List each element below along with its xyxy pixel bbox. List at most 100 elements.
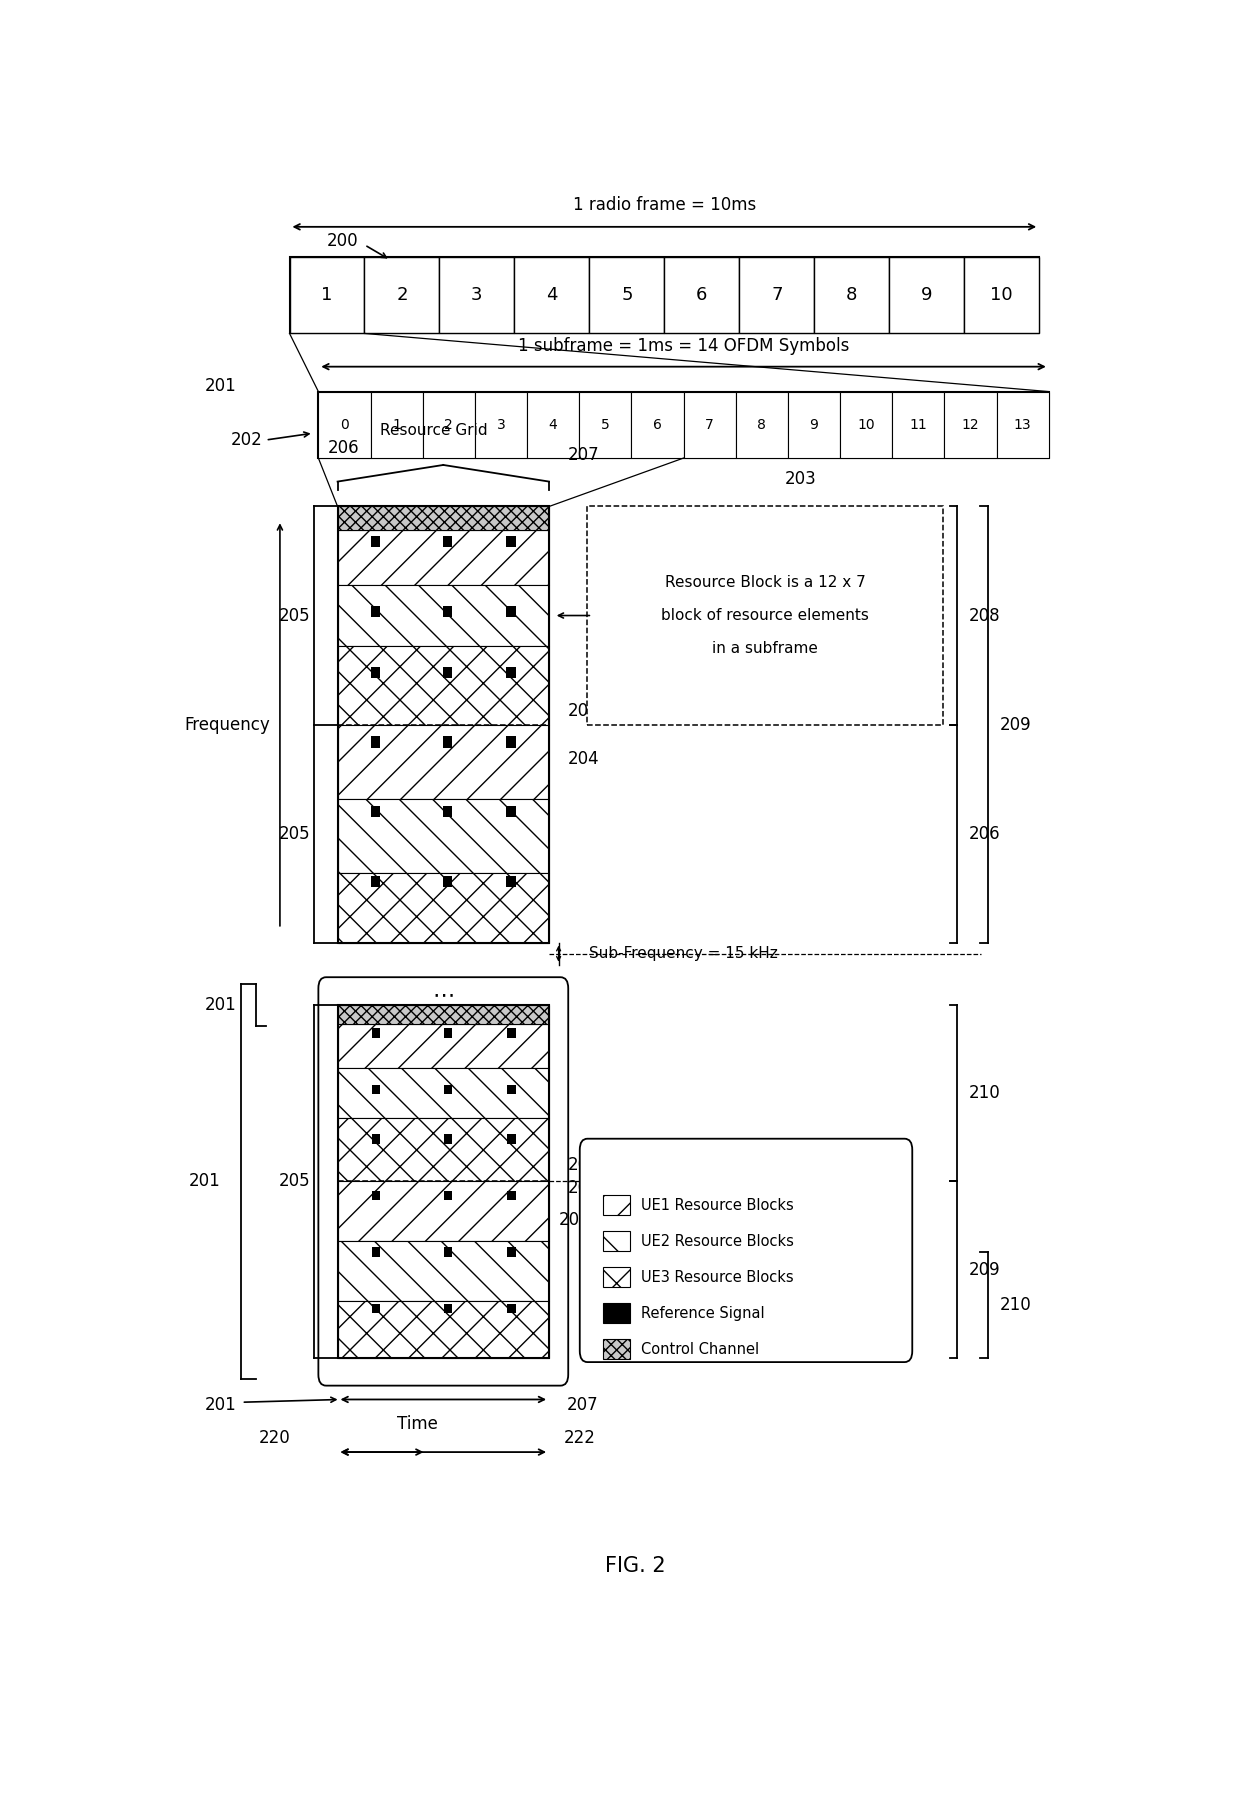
Bar — [589, 257, 665, 333]
Bar — [444, 1248, 453, 1257]
Text: Time: Time — [398, 1415, 439, 1433]
Bar — [290, 257, 365, 333]
Bar — [443, 806, 453, 818]
Text: Resource Block is a 12 x 7: Resource Block is a 12 x 7 — [665, 575, 866, 590]
Bar — [443, 606, 453, 617]
Text: 222: 222 — [563, 1429, 595, 1447]
Text: 4: 4 — [549, 417, 558, 432]
Bar — [683, 392, 735, 458]
Text: 202: 202 — [231, 432, 262, 450]
Bar — [319, 392, 371, 458]
Text: UE2 Resource Blocks: UE2 Resource Blocks — [641, 1233, 794, 1248]
Text: 200: 200 — [326, 232, 358, 250]
Bar — [507, 1190, 516, 1201]
Text: Reference Signal: Reference Signal — [641, 1305, 765, 1322]
Bar — [337, 1181, 549, 1241]
Bar — [603, 1196, 630, 1215]
Bar — [889, 257, 965, 333]
Bar — [893, 392, 945, 458]
Text: 205: 205 — [279, 1172, 310, 1190]
Bar — [372, 1135, 381, 1144]
Bar — [507, 1304, 516, 1313]
Bar — [423, 392, 475, 458]
Text: 12: 12 — [962, 417, 980, 432]
Bar — [507, 1248, 516, 1257]
Text: 3: 3 — [471, 286, 482, 304]
Bar — [371, 667, 381, 678]
Text: 207: 207 — [568, 446, 600, 464]
Bar — [319, 392, 1049, 458]
Text: 13: 13 — [1014, 417, 1032, 432]
Text: 7: 7 — [706, 417, 714, 432]
Text: 201: 201 — [205, 1395, 237, 1413]
Bar — [603, 1304, 630, 1323]
Bar — [506, 806, 516, 818]
Bar — [965, 257, 1039, 333]
Bar — [443, 876, 453, 886]
Bar — [444, 1084, 453, 1095]
Bar — [337, 1241, 549, 1302]
Bar — [337, 645, 549, 725]
Bar — [337, 1068, 549, 1118]
Bar — [997, 392, 1049, 458]
Text: Frequency: Frequency — [185, 716, 270, 734]
Bar — [365, 257, 439, 333]
Text: 3: 3 — [496, 417, 506, 432]
Text: 210: 210 — [999, 1296, 1032, 1314]
Bar — [337, 1005, 549, 1025]
Bar — [507, 1135, 516, 1144]
Bar — [443, 737, 453, 748]
Text: UE1 Resource Blocks: UE1 Resource Blocks — [641, 1197, 794, 1212]
Text: 204: 204 — [568, 750, 600, 768]
Bar — [371, 876, 381, 886]
Text: 7: 7 — [771, 286, 782, 304]
Bar — [527, 392, 579, 458]
Bar — [290, 257, 1039, 333]
Text: 10: 10 — [991, 286, 1013, 304]
Text: 201: 201 — [188, 1172, 221, 1190]
Text: 210: 210 — [968, 1084, 1001, 1102]
Bar — [439, 257, 515, 333]
Text: 205: 205 — [279, 606, 310, 624]
Bar — [506, 876, 516, 886]
Bar — [588, 507, 944, 725]
Text: 8: 8 — [758, 417, 766, 432]
Text: 201: 201 — [205, 996, 237, 1014]
Text: 207: 207 — [342, 1007, 374, 1025]
Bar — [443, 536, 453, 547]
Bar — [444, 1304, 453, 1313]
Bar — [337, 798, 549, 872]
Text: 10: 10 — [857, 417, 875, 432]
Text: 1 subframe = 1ms = 14 OFDM Symbols: 1 subframe = 1ms = 14 OFDM Symbols — [518, 336, 849, 354]
Bar — [371, 536, 381, 547]
Text: 11: 11 — [909, 417, 928, 432]
Bar — [371, 606, 381, 617]
Bar — [739, 257, 815, 333]
Text: 207: 207 — [567, 1395, 598, 1413]
Bar — [337, 1005, 549, 1357]
Text: 207: 207 — [568, 701, 600, 719]
Bar — [735, 392, 787, 458]
Bar — [631, 392, 683, 458]
Text: 206: 206 — [327, 439, 360, 457]
Bar — [372, 1190, 381, 1201]
Text: 220: 220 — [259, 1429, 290, 1447]
Bar — [945, 392, 997, 458]
Bar — [444, 1135, 453, 1144]
Bar — [603, 1232, 630, 1251]
Text: 6: 6 — [653, 417, 662, 432]
Text: 2: 2 — [444, 417, 453, 432]
Text: 5: 5 — [601, 417, 610, 432]
Bar — [444, 1028, 453, 1037]
Bar — [603, 1340, 630, 1359]
Bar — [372, 1084, 381, 1095]
Text: 203: 203 — [785, 469, 817, 487]
Bar — [337, 872, 549, 942]
Text: KEY:: KEY: — [691, 1165, 725, 1183]
Bar — [603, 1268, 630, 1287]
Bar — [372, 1304, 381, 1313]
Bar — [372, 1028, 381, 1037]
Text: 5: 5 — [621, 286, 632, 304]
Text: 2: 2 — [397, 286, 408, 304]
Text: 1 radio frame = 10ms: 1 radio frame = 10ms — [573, 196, 756, 214]
